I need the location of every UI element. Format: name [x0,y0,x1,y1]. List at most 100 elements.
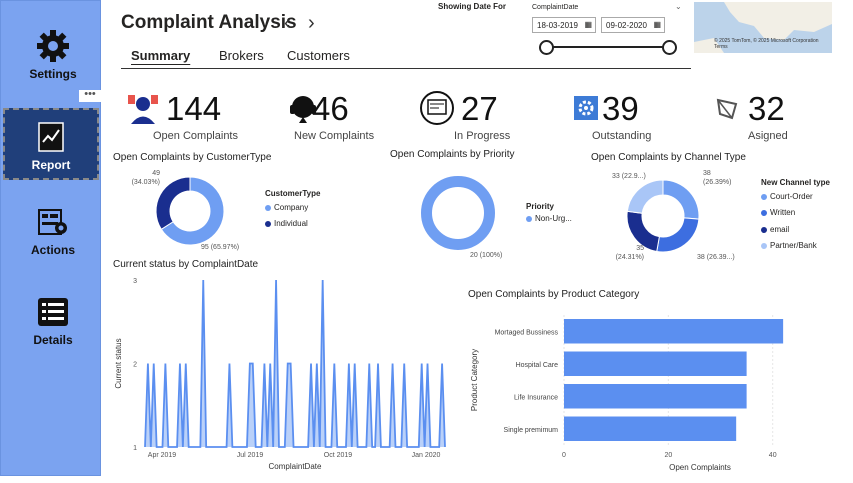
legend-company[interactable]: Company [265,203,308,212]
gear-icon [37,30,69,62]
nav-details[interactable]: Details [7,281,99,353]
bar[interactable] [564,319,784,344]
x-axis-title: Open Complaints [669,463,731,472]
product-bar-chart[interactable]: 0 20 40 Mortaged Bussiness Hospital Care Life… [464,305,834,475]
legend-email-label: email [770,225,790,234]
status-line[interactable] [144,279,446,448]
legend-swatch [761,193,767,200]
status-area-fill [145,280,445,447]
nav-actions[interactable]: Actions [7,191,99,263]
bar[interactable] [564,351,747,377]
x-tick-label: Oct 2019 [324,452,353,459]
legend-written[interactable]: Written [761,208,795,217]
donut-slice-court-order[interactable] [662,179,700,220]
x-tick-label: 0 [562,452,566,459]
end-date-value: 09-02-2020 [606,21,647,30]
courtorder-data-label: 38 (26.39%) [703,170,732,186]
date-slider-track[interactable] [546,46,669,48]
legend-swatch [526,215,532,222]
nav-report-label: Report [31,158,71,172]
kpi-assigned-label: Asigned [748,130,788,142]
bar[interactable] [564,384,747,409]
partnerbank-data-label: 33 (22.9...) [612,173,646,180]
legend-swatch [761,242,767,249]
page-title: Complaint Analysis [121,12,297,33]
legend-swatch [265,220,271,227]
priority-donut[interactable] [413,168,503,258]
nav-actions-label: Actions [30,243,75,257]
details-icon [38,298,68,326]
channeltype-chart-title: Open Complaints by Channel Type [591,152,746,163]
customertype-donut[interactable] [145,170,235,252]
tab-divider [121,68,691,69]
customertype-chart-title: Open Complaints by CustomerType [113,152,272,163]
tab-brokers[interactable]: Brokers [219,48,264,63]
channeltype-legend-title: New Channel type [761,178,830,187]
headset-icon [290,96,316,123]
tab-summary[interactable]: Summary [131,48,191,63]
customertype-legend-title: CustomerType [265,189,321,198]
legend-court-order-label: Court-Order [770,192,813,201]
kpi-open-complaints-value: 144 [166,90,222,127]
slider-end-handle[interactable] [662,40,677,55]
calendar-icon[interactable]: ▦ [653,20,661,29]
start-date-input[interactable]: 18-03-2019 ▦ [532,17,596,33]
y-tick-label: 2 [133,362,137,369]
legend-nonurgent[interactable]: Non-Urg... [526,214,572,223]
priority-legend-title: Priority [526,202,555,211]
end-date-input[interactable]: 09-02-2020 ▦ [601,17,665,33]
nav-report[interactable]: Report [3,108,99,180]
sidebar: Settings ••• Report Actions Details [0,0,101,476]
channeltype-donut[interactable] [608,172,718,260]
donut-slice-written[interactable] [656,217,700,253]
assign-icon [716,98,738,120]
kpi-new-complaints-value: 46 [312,90,349,127]
legend-swatch [761,209,767,216]
kpi-outstanding-value: 39 [602,90,639,127]
x-axis-title: ComplaintDate [269,462,322,471]
y-axis-title: Product Category [470,349,479,411]
start-date-value: 18-03-2019 [537,21,578,30]
tab-customers[interactable]: Customers [287,48,350,63]
bar[interactable] [564,416,737,442]
x-tick-label: Jan 2020 [412,452,441,459]
progress-icon [420,91,454,125]
slider-start-handle[interactable] [539,40,554,55]
legend-swatch [265,204,271,211]
chevron-right-icon[interactable]: › [308,12,315,34]
nav-settings-label: Settings [29,67,77,81]
donut-slice-partner-bank[interactable] [626,179,664,214]
calendar-icon[interactable]: ▦ [584,20,592,29]
priority-chart-title: Open Complaints by Priority [390,149,515,160]
category-label: Mortaged Bussiness [495,329,559,336]
legend-individual-label: Individual [274,219,308,228]
company-data-label: 95 (65.97%) [201,244,240,251]
nonurgent-data-label: 20 (100%) [470,252,503,259]
donut-slice-non-urg-[interactable] [421,176,495,250]
donut-slice-company[interactable] [160,176,225,246]
kpi-in-progress-label: In Progress [454,130,511,142]
legend-partner-bank[interactable]: Partner/Bank [761,241,817,250]
map-visual[interactable] [694,2,832,53]
legend-court-order[interactable]: Court-Order [761,192,813,201]
individual-data-label: 49 (34.03%) [131,170,160,186]
date-filter-label: Showing Date For [438,2,506,11]
donut-slice-individual[interactable] [155,176,191,230]
category-label: Single premimum [504,427,559,434]
kpi-in-progress-value: 27 [461,90,498,127]
map-credit: © 2025 TomTom, © 2025 Microsoft Corporat… [714,38,819,50]
legend-nonurgent-label: Non-Urg... [535,214,572,223]
legend-individual[interactable]: Individual [265,219,308,228]
more-options-button[interactable]: ••• [79,89,101,102]
map-land-shape [694,2,832,53]
status-chart-title: Current status by ComplaintDate [113,259,259,270]
status-area-chart[interactable]: 3 2 1 Apr 2019 Jul 2019 Oct 2019 Jan 2020 Compl… [105,272,450,472]
product-chart-title: Open Complaints by Product Category [468,289,640,300]
y-axis-title: Current status [114,338,123,388]
legend-email[interactable]: email [761,225,789,234]
chevron-down-icon[interactable]: ⌄ [675,2,682,11]
nav-settings[interactable]: Settings [7,15,99,87]
cog-box-icon [574,96,598,120]
chevron-left-icon[interactable]: ‹ [284,12,291,34]
y-tick-label: 1 [133,445,137,452]
